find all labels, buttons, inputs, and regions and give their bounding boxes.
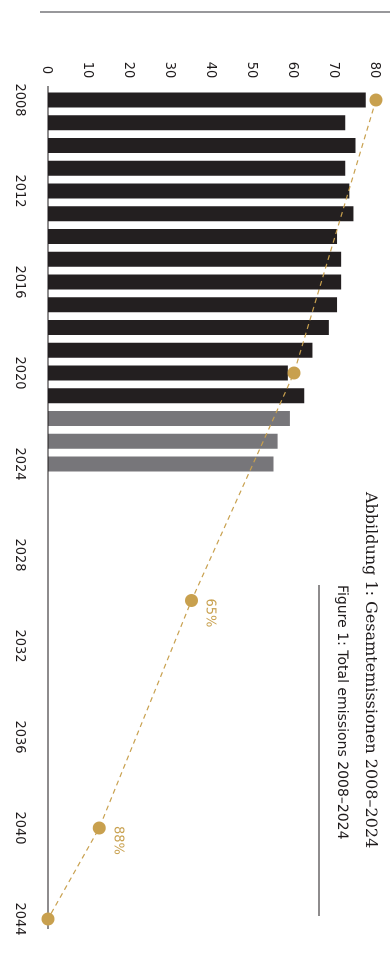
value-tick-0: 0 (39, 66, 54, 74)
bar-2012 (48, 183, 350, 199)
tick-labels-layer: 2008201220162020202420282032203620402044… (12, 62, 382, 936)
caption-german: Abbildung 1: Gesamtemissionen 2008–2024 (362, 491, 381, 848)
value-tick-50: 50 (244, 62, 259, 79)
caption-group: Abbildung 1: Gesamtemissionen 2008–2024 … (318, 491, 381, 916)
target-point-2040 (92, 821, 106, 835)
bar-2020 (48, 365, 288, 381)
year-tick-2016: 2016 (12, 265, 27, 298)
value-tick-80: 80 (367, 62, 382, 79)
bar-2019 (48, 342, 313, 358)
value-tick-40: 40 (203, 62, 218, 79)
target-path-line (47, 99, 377, 920)
bars-layer (48, 92, 366, 472)
value-tick-30: 30 (162, 62, 177, 79)
bar-2016 (48, 274, 342, 290)
year-tick-2008: 2008 (12, 83, 27, 116)
bar-2022 (48, 411, 290, 426)
year-tick-2040: 2040 (12, 811, 27, 844)
target-point-2020 (287, 366, 301, 380)
bar-2021 (48, 388, 305, 404)
value-tick-20: 20 (121, 62, 136, 79)
bar-2023 (48, 433, 278, 449)
year-tick-2024: 2024 (12, 447, 27, 480)
caption-english: Figure 1: Total emissions 2008–2024 (334, 585, 350, 840)
bar-2024 (48, 456, 274, 472)
value-tick-60: 60 (285, 62, 300, 79)
year-tick-2036: 2036 (12, 720, 27, 753)
target-label-2040: 88% (110, 826, 125, 855)
target-label-2030: 65% (203, 599, 218, 628)
bar-2008 (48, 92, 366, 108)
year-tick-2020: 2020 (12, 356, 27, 389)
bar-2010 (48, 138, 356, 153)
bar-2018 (48, 320, 329, 335)
year-tick-2028: 2028 (12, 538, 27, 571)
bar-2013 (48, 206, 354, 222)
bar-2011 (48, 160, 346, 176)
bar-2015 (48, 251, 342, 267)
target-path-layer: 65% 88% (41, 93, 383, 926)
year-tick-2044: 2044 (12, 902, 27, 935)
year-tick-2012: 2012 (12, 174, 27, 207)
value-tick-70: 70 (326, 62, 341, 79)
value-tick-10: 10 (80, 62, 95, 79)
bar-2014 (48, 229, 338, 244)
bar-2009 (48, 115, 346, 131)
bar-2017 (48, 297, 338, 313)
target-point-2044 (41, 912, 55, 926)
year-tick-2032: 2032 (12, 629, 27, 662)
target-point-2008 (369, 93, 383, 107)
target-point-2030 (185, 594, 198, 607)
